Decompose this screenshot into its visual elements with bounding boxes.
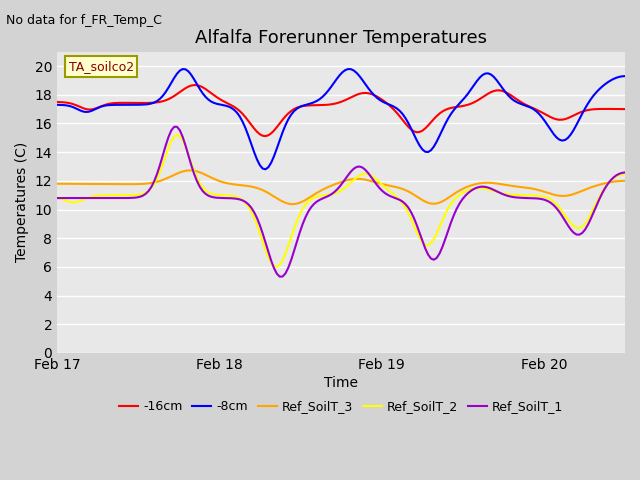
-16cm: [76, 104, 84, 110]
Ref_SoilT_2: [273, 264, 281, 270]
-8cm: [159, 93, 166, 99]
Ref_SoilT_2: [88, 194, 95, 200]
Ref_SoilT_1: [598, 191, 606, 196]
Ref_SoilT_2: [207, 191, 215, 196]
Ref_SoilT_3: [621, 178, 629, 184]
-8cm: [205, 97, 212, 103]
Ref_SoilT_3: [159, 177, 166, 183]
-8cm: [621, 73, 629, 79]
Ref_SoilT_2: [579, 224, 586, 229]
-16cm: [53, 99, 61, 105]
Ref_SoilT_2: [173, 132, 181, 138]
Ref_SoilT_1: [173, 124, 181, 130]
Ref_SoilT_1: [579, 230, 586, 236]
Ref_SoilT_1: [53, 195, 61, 201]
Ref_SoilT_3: [579, 188, 586, 194]
-16cm: [262, 133, 269, 139]
-8cm: [262, 167, 269, 172]
Line: Ref_SoilT_2: Ref_SoilT_2: [57, 135, 625, 267]
-8cm: [76, 108, 84, 113]
Line: -8cm: -8cm: [57, 69, 625, 169]
Legend: -16cm, -8cm, Ref_SoilT_3, Ref_SoilT_2, Ref_SoilT_1: -16cm, -8cm, Ref_SoilT_3, Ref_SoilT_2, R…: [115, 396, 568, 419]
-16cm: [190, 82, 198, 88]
Ref_SoilT_1: [276, 274, 284, 279]
-16cm: [207, 90, 215, 96]
Ref_SoilT_1: [159, 153, 166, 158]
Ref_SoilT_3: [76, 181, 84, 187]
Ref_SoilT_3: [88, 181, 95, 187]
-8cm: [53, 102, 61, 108]
Ref_SoilT_2: [53, 194, 61, 200]
-8cm: [344, 66, 352, 72]
Ref_SoilT_1: [207, 194, 215, 200]
Y-axis label: Temperatures (C): Temperatures (C): [15, 142, 29, 263]
-8cm: [579, 111, 586, 117]
Line: -16cm: -16cm: [57, 85, 625, 136]
X-axis label: Time: Time: [324, 376, 358, 390]
Ref_SoilT_1: [76, 195, 84, 201]
Ref_SoilT_1: [88, 195, 95, 201]
Ref_SoilT_2: [159, 161, 166, 167]
Ref_SoilT_2: [76, 198, 84, 204]
-16cm: [579, 109, 586, 115]
-16cm: [621, 106, 629, 112]
Line: Ref_SoilT_1: Ref_SoilT_1: [57, 127, 625, 276]
-16cm: [159, 98, 166, 104]
Line: Ref_SoilT_3: Ref_SoilT_3: [57, 170, 625, 204]
Text: TA_soilco2: TA_soilco2: [68, 60, 134, 73]
Ref_SoilT_2: [598, 189, 606, 195]
Ref_SoilT_3: [287, 201, 295, 207]
-8cm: [88, 108, 95, 114]
-16cm: [598, 106, 606, 112]
Ref_SoilT_3: [598, 181, 606, 187]
Ref_SoilT_3: [207, 175, 215, 180]
Text: No data for f_FR_Temp_C: No data for f_FR_Temp_C: [6, 14, 163, 27]
-16cm: [88, 107, 95, 112]
Ref_SoilT_3: [53, 181, 61, 187]
Ref_SoilT_1: [621, 169, 629, 175]
Ref_SoilT_2: [621, 171, 629, 177]
Title: Alfalfa Forerunner Temperatures: Alfalfa Forerunner Temperatures: [195, 29, 487, 48]
-8cm: [598, 84, 606, 89]
Ref_SoilT_3: [188, 168, 195, 173]
